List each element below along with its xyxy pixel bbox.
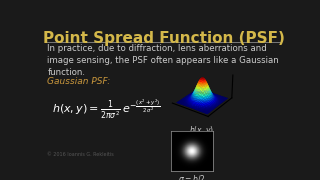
Text: © 2016 Ioannis G. Rekleitis: © 2016 Ioannis G. Rekleitis xyxy=(47,152,114,158)
Text: $h(x, y) = \frac{1}{2\pi\sigma^2}\, e^{-\frac{(x^2+y^2)}{2\sigma^2}}$: $h(x, y) = \frac{1}{2\pi\sigma^2}\, e^{-… xyxy=(52,98,161,121)
Text: $h(x,y)$: $h(x,y)$ xyxy=(189,124,214,137)
Text: In practice, due to diffraction, lens aberrations and
image sensing, the PSF oft: In practice, due to diffraction, lens ab… xyxy=(47,44,279,77)
Text: $\sigma = b/2$: $\sigma = b/2$ xyxy=(178,173,206,180)
Text: Point Spread Function (PSF): Point Spread Function (PSF) xyxy=(43,31,285,46)
Text: Gaussian PSF:: Gaussian PSF: xyxy=(47,77,111,86)
